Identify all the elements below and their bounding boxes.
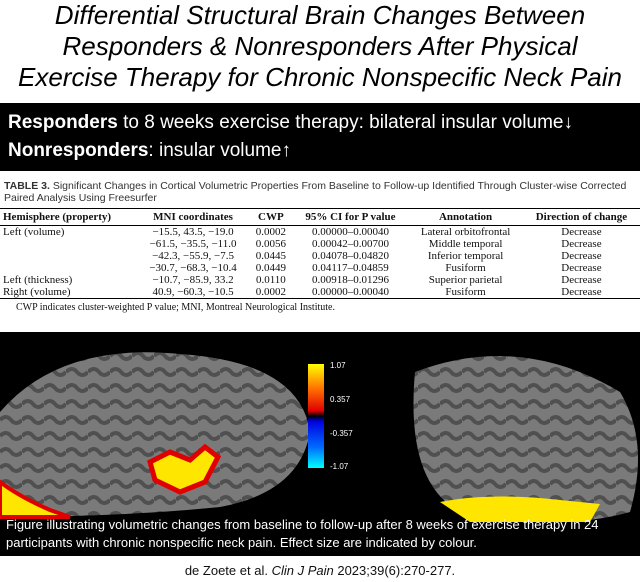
table-panel: TABLE 3. Significant Changes in Cortical…	[0, 176, 640, 330]
table-body: Left (volume) −15.5, 43.5, −19.0 0.0002 0.0…	[0, 226, 640, 299]
table-cell: 0.0002	[255, 226, 286, 238]
table-cell	[0, 238, 137, 250]
figure-caption: Figure illustrating volumetric changes f…	[6, 517, 599, 550]
table-cell	[0, 262, 137, 274]
table-cell: Fusiform	[445, 262, 486, 274]
table-cell: 0.00918–0.01296	[311, 274, 389, 286]
table-cell: Decrease	[561, 262, 602, 274]
table-cell: Inferior temporal	[427, 250, 504, 262]
table-cell: Left (thickness)	[3, 274, 73, 286]
activation-cluster	[0, 479, 71, 519]
table-cell	[0, 250, 137, 262]
activation-cluster	[147, 443, 222, 495]
details: 2023;39(6):270-277.	[337, 563, 456, 578]
table-row: −61.5, −35.5, −11.0 0.0056 0.00042–0.00700…	[0, 238, 640, 250]
table-cell: Decrease	[561, 250, 602, 262]
label: Responders	[8, 112, 118, 133]
table-label: TABLE 3.	[4, 180, 50, 192]
table-cell: 0.04078–0.04820	[311, 250, 389, 262]
table-cell: −42.3, −55.9, −7.5	[152, 250, 234, 262]
title-line: Responders & Nonresponders After Physica…	[62, 31, 578, 61]
table-row: Left (volume) −15.5, 43.5, −19.0 0.0002 0.0…	[0, 226, 640, 239]
table-cell: Decrease	[522, 286, 640, 299]
label: Nonresponders	[8, 140, 149, 161]
right-hemisphere	[413, 356, 638, 522]
table-cell: Right (volume)	[0, 286, 137, 299]
table-cell: 0.00042–0.00700	[311, 238, 389, 250]
journal: Clin J Pain	[271, 563, 334, 578]
column-header: MNI coordinates	[136, 208, 250, 226]
table-cell: Left (volume)	[3, 226, 65, 238]
table-cell: 0.0056	[255, 238, 286, 250]
colorbar-label: -1.07	[330, 462, 349, 471]
table-cell: Superior parietal	[428, 274, 503, 286]
column-header: CWP	[249, 208, 293, 226]
table-cell: Middle temporal	[428, 238, 503, 250]
table-cell: Fusiform	[408, 286, 523, 299]
table-cell: 40.9, −60.3, −10.5	[136, 286, 250, 299]
colorbar-label: 1.07	[330, 361, 346, 370]
text: to 8 weeks exercise therapy: bilateral i…	[123, 112, 573, 133]
title: Differential Structural Brain Changes Be…	[0, 0, 640, 93]
table-cell: 0.0445	[255, 250, 286, 262]
table-cell: −30.7, −68.3, −10.4	[149, 262, 237, 274]
column-header: Annotation	[408, 208, 523, 226]
summary-line: Nonresponders: insular volume↑	[8, 137, 640, 165]
left-hemisphere	[0, 352, 310, 517]
text: : insular volume↑	[148, 140, 291, 161]
table-row: Right (volume) 40.9, −60.3, −10.5 0.0002 0.…	[0, 286, 640, 299]
table: Hemisphere (property) MNI coordinates CWP 9…	[0, 208, 640, 299]
title-line: Differential Structural Brain Changes Be…	[54, 0, 586, 30]
column-header: Direction of change	[522, 208, 640, 226]
table-cell: Decrease	[561, 274, 602, 286]
activation-cluster	[440, 496, 600, 522]
table-footnote: CWP indicates cluster-weighted P value; …	[16, 302, 335, 313]
table-cell: −15.5, 43.5, −19.0	[152, 226, 234, 238]
table-cell: 0.0110	[255, 274, 286, 286]
citation: de Zoete et al. Clin J Pain 2023;39(6):2…	[0, 563, 640, 578]
colorbar	[308, 364, 324, 468]
table-cell: Lateral orbitofrontal	[420, 226, 511, 238]
title-line: Exercise Therapy for Chronic Nonspecific…	[17, 62, 623, 92]
colorbar-label: -0.357	[330, 429, 353, 438]
table-cell: 0.00000–0.00040	[292, 286, 409, 299]
table-row: −30.7, −68.3, −10.4 0.0449 0.04117–0.04859…	[0, 262, 640, 274]
table-cell: 0.04117–0.04859	[312, 262, 389, 274]
table-cell: Decrease	[561, 226, 602, 238]
table-cell: −10.7, −85.9, 33.2	[152, 274, 234, 286]
colorbar-label: 0.357	[330, 395, 351, 404]
header-row: Hemisphere (property) MNI coordinates CWP 9…	[0, 208, 640, 226]
brain-figure: 1.07 0.357 -0.357 -1.07	[0, 332, 640, 556]
authors: de Zoete et al.	[184, 563, 268, 578]
table-cell: 0.0449	[255, 262, 286, 274]
table-row: −42.3, −55.9, −7.5 0.0445 0.04078–0.04820 I…	[0, 250, 640, 262]
table-caption: TABLE 3. Significant Changes in Cortical…	[0, 176, 640, 204]
column-header: 95% CI for P value	[292, 208, 409, 226]
table-cell: Decrease	[561, 238, 602, 250]
caption-text: Significant Changes in Cortical Volumetr…	[4, 180, 627, 204]
table-cell: 0.0002	[249, 286, 293, 299]
table-cell: −61.5, −35.5, −11.0	[149, 238, 237, 250]
summary-line: Responders to 8 weeks exercise therapy: …	[8, 109, 640, 137]
table-row: Left (thickness) −10.7, −85.9, 33.2 0.0110…	[0, 274, 640, 286]
column-header: Hemisphere (property)	[0, 208, 137, 226]
summary: Responders to 8 weeks exercise therapy: …	[0, 103, 640, 171]
table-cell: 0.00000–0.00040	[311, 226, 389, 238]
